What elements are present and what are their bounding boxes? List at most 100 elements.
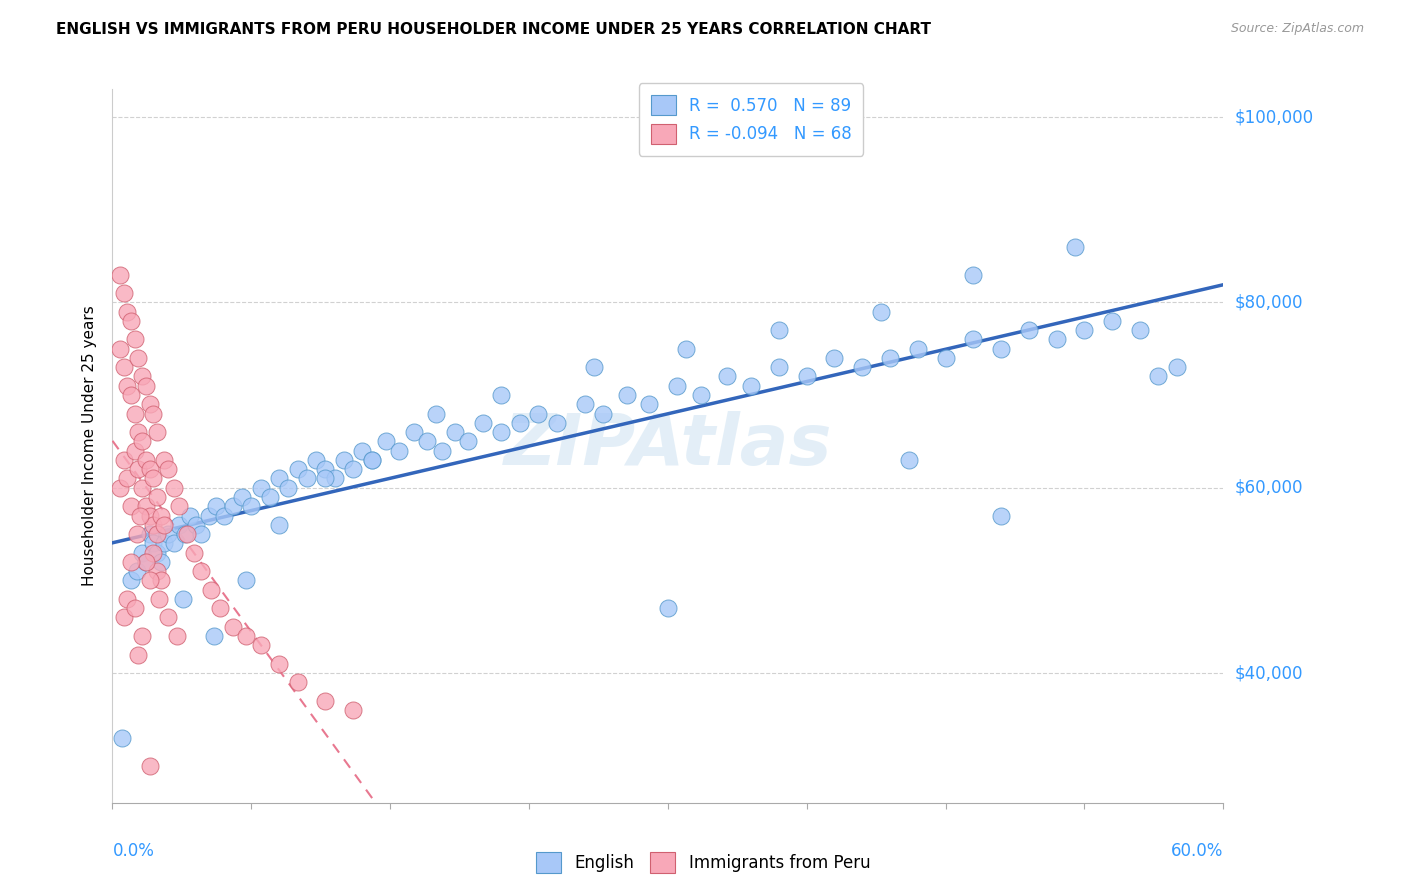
Point <box>1045 333 1069 347</box>
Point <box>342 462 364 476</box>
Point <box>108 481 131 495</box>
Point <box>120 500 142 514</box>
Point <box>768 323 790 337</box>
Point <box>127 648 149 662</box>
Point <box>897 453 920 467</box>
Point <box>527 407 550 421</box>
Point <box>990 342 1012 356</box>
Text: $80,000: $80,000 <box>1234 293 1303 311</box>
Text: Source: ZipAtlas.com: Source: ZipAtlas.com <box>1230 22 1364 36</box>
Legend: English, Immigrants from Peru: English, Immigrants from Peru <box>529 846 877 880</box>
Point <box>108 342 131 356</box>
Text: 0.0%: 0.0% <box>112 842 155 860</box>
Point <box>907 342 929 356</box>
Point <box>935 351 957 365</box>
Point <box>314 471 336 485</box>
Point <box>146 564 169 578</box>
Point <box>135 453 157 467</box>
Point <box>138 527 160 541</box>
Point <box>124 333 146 347</box>
Point <box>430 443 453 458</box>
Point <box>200 582 222 597</box>
Point <box>162 481 184 495</box>
Text: ZIPAtlas: ZIPAtlas <box>503 411 832 481</box>
Point <box>190 527 212 541</box>
Point <box>202 629 225 643</box>
Point <box>716 369 738 384</box>
Point <box>1101 314 1123 328</box>
Point <box>153 536 176 550</box>
Point <box>153 453 176 467</box>
Point <box>851 360 873 375</box>
Point <box>162 536 184 550</box>
Point <box>616 388 638 402</box>
Point <box>360 453 382 467</box>
Point <box>1073 323 1095 337</box>
Point <box>167 500 190 514</box>
Point <box>574 397 596 411</box>
Point <box>142 536 165 550</box>
Point <box>108 268 131 282</box>
Point <box>582 360 605 375</box>
Point <box>135 378 157 392</box>
Point <box>491 388 513 402</box>
Point <box>197 508 219 523</box>
Point <box>125 527 148 541</box>
Point <box>138 508 160 523</box>
Point <box>208 601 231 615</box>
Point <box>444 425 467 439</box>
Point <box>277 481 299 495</box>
Point <box>142 471 165 485</box>
Point <box>1166 360 1188 375</box>
Point <box>471 416 494 430</box>
Point <box>962 268 984 282</box>
Point <box>879 351 901 365</box>
Point <box>120 388 142 402</box>
Point <box>1129 323 1152 337</box>
Point <box>120 574 142 588</box>
Point <box>148 591 170 606</box>
Point <box>127 462 149 476</box>
Point <box>111 731 134 745</box>
Point <box>135 555 157 569</box>
Point <box>267 517 291 532</box>
Point <box>990 508 1012 523</box>
Point <box>149 508 172 523</box>
Point <box>125 564 148 578</box>
Point <box>153 517 176 532</box>
Point <box>259 490 281 504</box>
Point <box>131 545 153 559</box>
Point <box>212 508 235 523</box>
Point <box>222 500 245 514</box>
Point <box>131 629 153 643</box>
Legend: R =  0.570   N = 89, R = -0.094   N = 68: R = 0.570 N = 89, R = -0.094 N = 68 <box>638 83 863 155</box>
Point <box>127 351 149 365</box>
Point <box>146 425 169 439</box>
Point <box>131 434 153 449</box>
Point <box>1147 369 1170 384</box>
Point <box>675 342 697 356</box>
Point <box>1064 240 1087 254</box>
Point <box>352 443 374 458</box>
Point <box>690 388 713 402</box>
Point <box>360 453 382 467</box>
Point <box>190 564 212 578</box>
Point <box>638 397 661 411</box>
Point <box>117 378 139 392</box>
Point <box>509 416 531 430</box>
Point <box>131 369 153 384</box>
Point <box>249 638 271 652</box>
Point <box>205 500 228 514</box>
Point <box>120 555 142 569</box>
Point <box>166 629 188 643</box>
Point <box>388 443 411 458</box>
Point <box>240 500 263 514</box>
Text: $100,000: $100,000 <box>1234 108 1313 126</box>
Point <box>287 462 309 476</box>
Point <box>404 425 426 439</box>
Point <box>142 517 165 532</box>
Point <box>183 545 205 559</box>
Point <box>184 517 207 532</box>
Point <box>112 453 135 467</box>
Point <box>127 425 149 439</box>
